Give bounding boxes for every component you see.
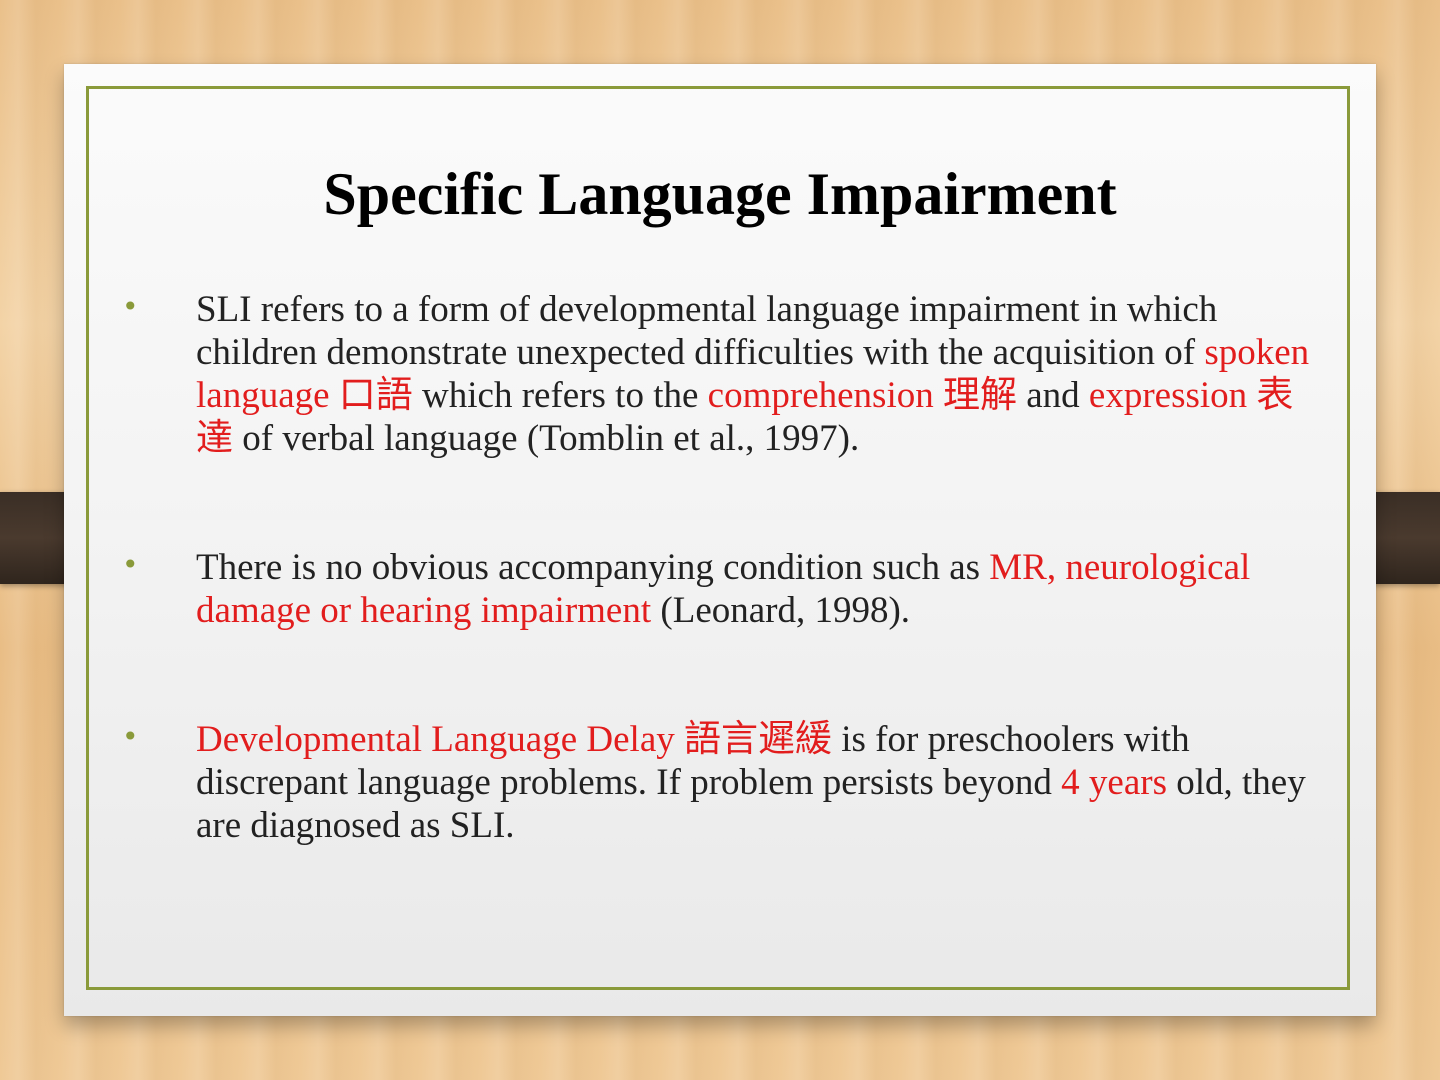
bullet-dot-icon: • <box>122 290 139 323</box>
bullet-segment: old, they are diagnosed as SLI. <box>196 762 1306 846</box>
bullet-highlight: expression 表達 <box>196 375 1294 459</box>
bullet-segment: is for preschoolers with discrepant lang… <box>196 719 1190 803</box>
bullet-segment: and <box>1016 375 1089 416</box>
bullet-text: There is no obvious accompanying conditi… <box>196 546 1326 632</box>
bullet-text: Developmental Language Delay 語言遲緩 is for… <box>196 718 1326 847</box>
bullet-segment: (Leonard, 1998). <box>651 590 911 631</box>
bullet-highlight: Developmental Language Delay 語言遲緩 <box>196 719 832 760</box>
slide-title: Specific Language Impairment <box>323 161 1117 227</box>
slide-frame <box>86 86 1350 990</box>
bullet-highlight: spoken language 口語 <box>196 332 1310 416</box>
bullet-segment: There is no obvious accompanying conditi… <box>196 547 990 588</box>
bullet-segment: of verbal language (Tomblin et al., 1997… <box>233 418 860 459</box>
bullet-highlight: comprehension 理解 <box>707 375 1017 416</box>
bullet-segment: SLI refers to a form of developmental la… <box>196 289 1218 373</box>
slide-card: Specific Language Impairment • SLI refer… <box>64 64 1376 1016</box>
bullet-text: SLI refers to a form of developmental la… <box>196 288 1326 460</box>
bullet-highlight: 4 years <box>1061 762 1167 803</box>
bullet-segment: which refers to the <box>412 375 708 416</box>
bullet-dot-icon: • <box>122 720 139 753</box>
bullet-highlight: MR, neurological damage or hearing impai… <box>196 547 1251 631</box>
bullet-dot-icon: • <box>122 548 139 581</box>
